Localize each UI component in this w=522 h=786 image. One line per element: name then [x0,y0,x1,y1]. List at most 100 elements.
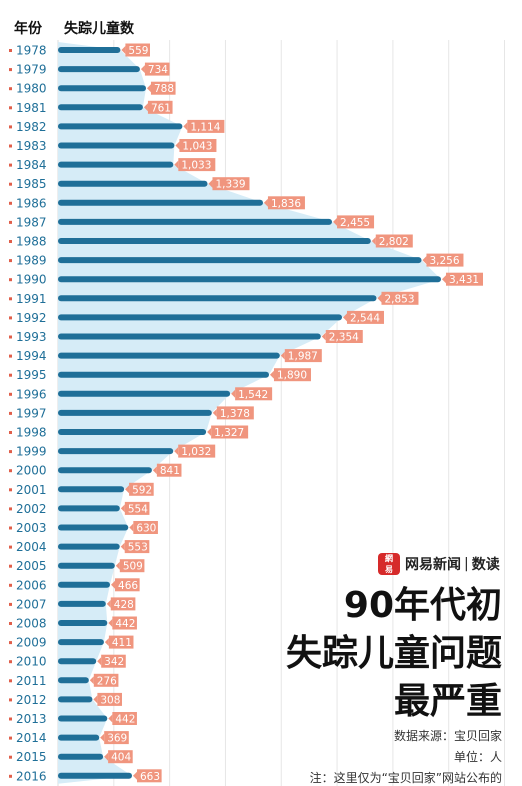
netease-logo-icon: 網易 [378,553,400,575]
year-label: 1985 [16,177,47,191]
value-label-bg [112,616,137,630]
year-tick-marker [9,354,12,358]
value-label: 553 [128,542,148,554]
value-label-bg [108,750,133,764]
value-label: 1,032 [181,446,211,458]
count-column-header: 失踪儿童数 [64,21,134,37]
value-label: 663 [140,771,160,783]
year-tick-marker [9,49,12,52]
bar [58,620,108,626]
year-tick-marker [9,297,12,301]
value-label-pointer [183,122,188,131]
value-label: 1,542 [238,389,268,401]
year-label: 2013 [16,712,47,726]
year-label: 1992 [16,311,47,325]
bar [58,104,143,111]
bar [58,142,175,149]
value-label-pointer [143,103,148,112]
year-tick-marker [9,259,12,263]
year-tick-marker [9,182,12,186]
year-label: 1998 [16,426,47,440]
year-tick-marker [9,755,12,759]
year-label: 2012 [16,693,47,707]
brand-sub: 数读 [471,557,500,573]
value-label-pointer [111,580,116,589]
year-tick-marker [9,736,12,740]
bar [58,371,269,378]
year-tick-marker [9,220,12,224]
value-label-pointer [342,313,347,322]
value-label-pointer [321,332,326,341]
year-label: 2004 [16,540,47,554]
value-label-bg [147,100,173,114]
value-label: 3,431 [449,274,479,286]
value-label-pointer [120,504,125,513]
value-label: 1,114 [190,121,220,133]
title-line-3: 最严重 [393,681,502,722]
value-label-pointer [212,408,217,417]
bar [58,238,371,244]
year-tick-marker [9,392,12,396]
value-label-bg [97,692,122,706]
year-label: 2010 [16,655,47,669]
value-label-pointer [174,447,179,456]
year-label: 1982 [16,120,47,134]
value-label-pointer [175,141,180,150]
brand-separator: | [464,556,469,572]
year-tick-marker [9,583,12,587]
title-line-1: 90年代初 [343,585,502,626]
value-label: 1,033 [181,160,211,172]
year-tick-marker [9,431,12,434]
value-label-bg [178,444,216,458]
year-label: 2014 [16,731,47,745]
year-label: 1990 [16,273,47,287]
value-label: 3,256 [429,255,459,267]
value-label-bg [119,559,145,573]
year-tick-marker [9,545,12,549]
title-line-2: 失踪儿童问题 [285,633,502,674]
year-label: 2000 [16,464,47,478]
value-label-pointer [231,389,236,398]
value-label: 466 [118,580,138,592]
year-tick-marker [9,201,12,205]
year-label: 2009 [16,636,47,650]
bar [58,390,231,397]
value-label-bg [211,425,249,439]
year-label: 2005 [16,559,47,573]
value-label: 342 [104,656,124,668]
bar [58,276,441,283]
year-tick-marker [9,411,12,415]
value-label-bg [129,482,154,496]
year-label: 1993 [16,330,47,344]
bar [58,581,110,588]
value-label: 2,354 [329,332,359,344]
value-label-bg [346,310,384,324]
value-label-bg [235,387,273,401]
year-label: 1997 [16,406,47,420]
bar [58,600,106,607]
value-label: 1,043 [182,141,212,153]
year-label: 2011 [16,674,47,688]
year-tick-marker [9,507,12,511]
value-label: 554 [128,503,148,515]
bar [58,505,120,512]
value-label-pointer [140,65,145,74]
value-label-pointer [263,198,268,207]
bar [58,123,183,130]
value-label-bg [212,177,250,191]
value-label-bg [187,119,225,133]
year-label: 1980 [16,82,47,96]
year-label: 2007 [16,597,47,611]
bar [58,295,377,302]
year-label: 1979 [16,63,47,77]
value-label: 734 [148,64,168,76]
year-tick-marker [9,144,12,148]
value-label-bg [110,597,136,611]
year-label: 1996 [16,387,47,401]
bar [58,47,121,53]
year-tick-marker [9,106,12,110]
value-label: 428 [114,599,134,611]
value-label-bg [112,712,137,725]
bar [58,562,115,569]
